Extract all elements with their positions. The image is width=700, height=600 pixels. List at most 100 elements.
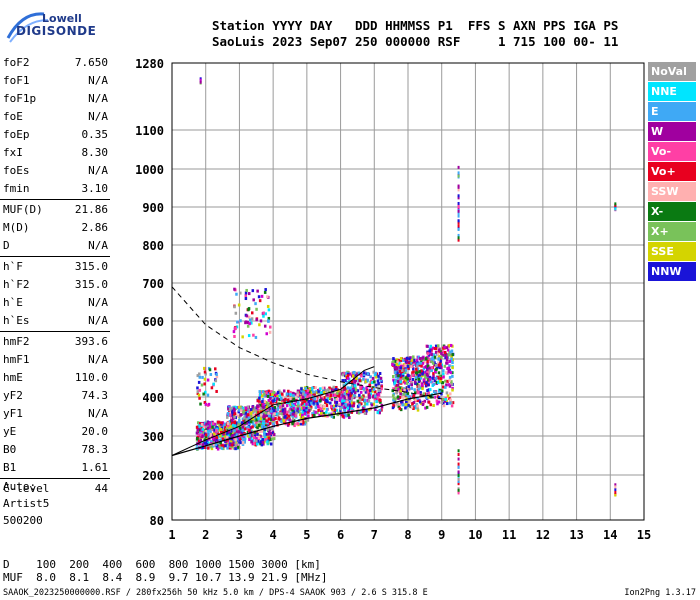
echo-point (269, 390, 273, 394)
echo-point (257, 295, 261, 299)
echo-point (230, 406, 233, 410)
echo-point (434, 370, 437, 374)
echo-point (392, 387, 395, 391)
echo-point (444, 379, 447, 383)
echo-point (451, 371, 454, 375)
echo-point (337, 392, 341, 396)
echo-point (260, 403, 263, 407)
echo-point (432, 374, 435, 378)
echo-point (208, 425, 212, 429)
echo-point (344, 394, 347, 398)
echo-point (202, 366, 206, 370)
echo-point (343, 386, 346, 390)
param-value: N/A (88, 164, 108, 177)
echo-point (407, 374, 410, 378)
echo-point (437, 361, 440, 365)
echo-point (418, 363, 421, 367)
echo-point (348, 402, 351, 406)
echo-point (264, 411, 267, 415)
echo-point (236, 414, 239, 418)
echo-point (413, 405, 417, 409)
echo-point (305, 410, 308, 414)
echo-point (202, 426, 206, 430)
echo-point (301, 418, 305, 422)
echo-point (206, 426, 210, 430)
param-value: 110.0 (74, 371, 108, 384)
echo-point (344, 403, 348, 407)
echo-point (339, 409, 342, 413)
echo-point (261, 400, 264, 404)
echo-point (204, 429, 208, 433)
echo-point (352, 389, 356, 393)
echo-point (339, 407, 343, 411)
echo-point (434, 350, 438, 354)
echo-point (293, 402, 297, 406)
echo-point (234, 438, 237, 442)
param-row: yE 20.0 (0, 423, 110, 441)
param-value: 1.61 (81, 461, 109, 474)
echo-point (233, 334, 236, 338)
echo-point (441, 353, 444, 357)
echo-point (451, 366, 454, 370)
echo-point (430, 352, 433, 356)
echo-point (252, 413, 255, 417)
param-value: 0.35 (81, 128, 109, 141)
legend-item: NoVal (648, 62, 696, 81)
echo-point (291, 408, 294, 412)
echo-point (292, 394, 295, 398)
echo-point (443, 364, 447, 368)
echo-point (266, 420, 270, 424)
echo-point (414, 375, 418, 379)
echo-point (239, 441, 242, 445)
echo-point (394, 397, 397, 401)
echo-point (358, 379, 362, 383)
echo-point (219, 430, 223, 434)
echo-point (360, 374, 363, 378)
echo-point (396, 376, 400, 380)
echo-point (354, 388, 358, 392)
echo-point (262, 436, 265, 440)
echo-point (248, 438, 251, 442)
echo-point (246, 408, 249, 412)
echo-point (204, 434, 208, 438)
echo-point (253, 419, 257, 423)
echo-point (331, 407, 334, 411)
echo-point (246, 427, 250, 431)
echo-point (343, 412, 347, 416)
param-row: hmF2 393.6 (0, 333, 110, 351)
echo-point (199, 78, 202, 82)
param-label: h`F2 (3, 278, 30, 291)
echo-point (395, 391, 399, 395)
echo-point (392, 396, 396, 400)
echo-point (442, 398, 445, 402)
echo-point (426, 368, 429, 372)
echo-point (226, 411, 230, 415)
echo-point (314, 386, 317, 390)
echo-point (227, 433, 231, 437)
echo-point (310, 391, 314, 395)
echo-point (232, 436, 236, 440)
echo-point (435, 399, 439, 403)
echo-point (310, 395, 314, 399)
echo-point (436, 402, 439, 406)
echo-point (329, 401, 332, 405)
param-label: h`F (3, 260, 23, 273)
echo-point (266, 304, 270, 308)
echo-point (346, 386, 350, 390)
echo-point (308, 409, 311, 413)
echo-point (246, 413, 250, 417)
echo-point (421, 361, 425, 365)
echo-point (298, 390, 302, 394)
echo-point (341, 379, 345, 383)
echo-point (241, 441, 245, 445)
echo-point (280, 392, 284, 396)
echo-point (420, 383, 424, 387)
echo-point (275, 412, 278, 416)
echo-point (208, 421, 212, 425)
echo-point (391, 361, 394, 365)
echo-point (251, 425, 254, 429)
echo-point (380, 385, 384, 389)
echo-point (292, 404, 295, 408)
param-value: 21.86 (74, 203, 108, 216)
echo-point (442, 369, 445, 373)
